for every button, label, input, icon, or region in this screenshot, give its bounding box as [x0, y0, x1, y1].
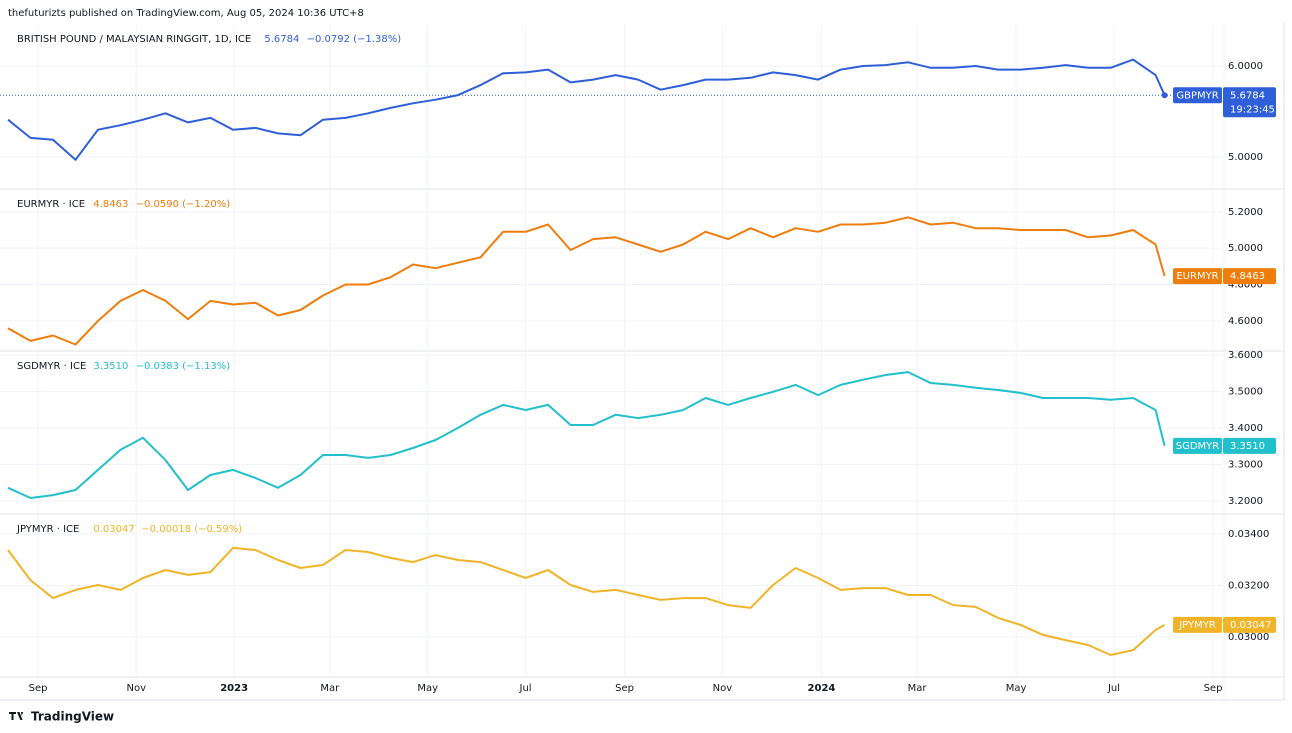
- series-title: BRITISH POUND / MALAYSIAN RINGGIT, 1D, I…: [17, 34, 251, 45]
- series-title: EURMYR · ICE: [17, 199, 85, 210]
- price-tag: [1223, 268, 1276, 285]
- price-tag: [1223, 87, 1276, 118]
- y-tick-label: 6.0000: [1228, 61, 1263, 72]
- price-tag: [1223, 616, 1276, 633]
- x-tick-label: Nov: [713, 683, 733, 694]
- price-tag-text: 4.8463: [1230, 271, 1265, 282]
- series-title: JPYMYR · ICE: [16, 524, 79, 535]
- y-tick-label: 3.3000: [1228, 459, 1263, 470]
- y-tick-label: 5.0000: [1228, 152, 1263, 163]
- symbol-tag: [1173, 616, 1222, 633]
- price-tag: [1223, 437, 1276, 454]
- series-last-price: 4.8463: [93, 199, 128, 210]
- last-point: [1161, 92, 1168, 99]
- x-tick-label: Mar: [320, 683, 340, 694]
- series-last-price: 5.6784: [264, 34, 299, 45]
- brand-logo: [9, 712, 24, 720]
- y-tick-label: 5.0000: [1228, 243, 1263, 254]
- symbol-tag-text: SGDMYR: [1176, 441, 1220, 452]
- pane: 4.6000 4.8000 5.0000 5.2000 EURMYR 4.8463 EURM…: [0, 190, 1276, 350]
- price-line: [7, 58, 1166, 161]
- price-line: [7, 546, 1166, 656]
- x-tick-label: Mar: [908, 683, 928, 694]
- price-tag-text: 3.3510: [1230, 441, 1265, 452]
- y-tick-label: 3.2000: [1228, 496, 1263, 507]
- y-tick-label: 3.5000: [1228, 386, 1263, 397]
- x-tick-label: Jul: [1107, 683, 1120, 694]
- pane: 3.2000 3.3000 3.4000 3.5000 3.6000 SGDMYR 3.35…: [0, 350, 1276, 513]
- price-tag-text: 5.6784: [1230, 90, 1265, 101]
- price-line: [7, 216, 1166, 346]
- x-tick-label: May: [1006, 683, 1027, 694]
- x-tick-label: 2024: [808, 683, 836, 694]
- symbol-tag: [1173, 437, 1222, 454]
- x-tick-label: 2023: [220, 683, 248, 694]
- y-tick-label: 5.2000: [1228, 207, 1263, 218]
- series-change: −0.0383 (−1.13%): [136, 361, 231, 372]
- y-tick-label: 0.03400: [1228, 529, 1269, 540]
- series-last-price: 3.3510: [93, 361, 128, 372]
- symbol-tag-text: GBPMYR: [1176, 90, 1218, 101]
- symbol-tag-text: JPYMYR: [1178, 620, 1216, 631]
- x-tick-label: Sep: [29, 683, 48, 694]
- price-line: [7, 371, 1166, 499]
- symbol-tag: [1173, 268, 1222, 285]
- y-tick-label: 3.4000: [1228, 423, 1263, 434]
- y-tick-label: 4.8000: [1228, 280, 1263, 291]
- y-tick-label: 4.6000: [1228, 316, 1263, 327]
- pane: 5.0000 6.0000 GBPMYR 5.6784 19:23:45 BRITISH …: [0, 25, 1276, 188]
- y-tick-label: 3.6000: [1228, 350, 1263, 361]
- x-tick-label: May: [417, 683, 438, 694]
- brand-name: TradingView: [31, 710, 114, 724]
- y-tick-label: 0.03000: [1228, 632, 1269, 643]
- symbol-tag: [1173, 87, 1222, 104]
- header-text: thefuturizts published on TradingView.co…: [8, 8, 364, 19]
- symbol-tag-text: EURMYR: [1176, 271, 1218, 282]
- y-tick-label: 0.03200: [1228, 580, 1269, 591]
- x-tick-label: Sep: [615, 683, 634, 694]
- series-title: SGDMYR · ICE: [17, 361, 86, 372]
- series-change: −0.0590 (−1.20%): [136, 199, 231, 210]
- countdown-text: 19:23:45: [1230, 104, 1275, 115]
- series-change: −0.00018 (−0.59%): [141, 524, 242, 535]
- price-tag-text: 0.03047: [1230, 620, 1271, 631]
- x-tick-label: Jul: [519, 683, 532, 694]
- pane: 0.03000 0.03200 0.03400 JPYMYR 0.03047 JPYMYR…: [0, 515, 1276, 694]
- x-tick-label: Sep: [1204, 683, 1223, 694]
- series-last-price: 0.03047: [93, 524, 134, 535]
- series-change: −0.0792 (−1.38%): [307, 34, 402, 45]
- x-tick-label: Nov: [126, 683, 146, 694]
